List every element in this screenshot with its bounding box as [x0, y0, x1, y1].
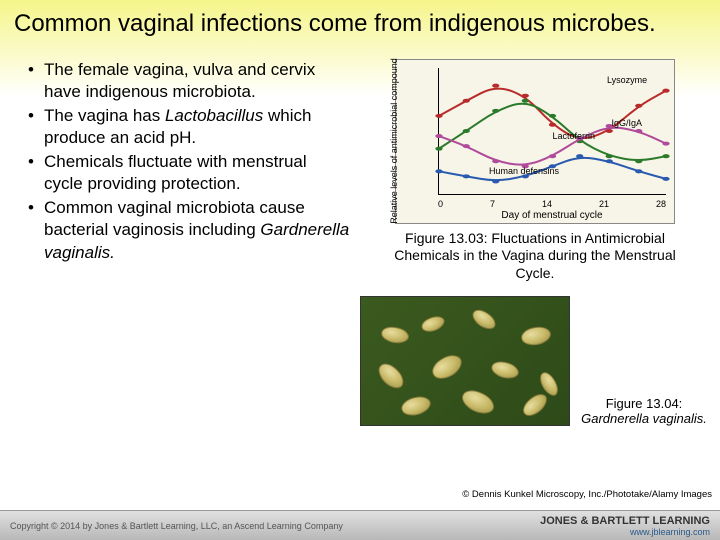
bullet-item: The vagina has Lactobacillus which produ… [28, 105, 350, 149]
chart-area: Lysozyme IgG/IgA Lactoferrin Human defensin… [438, 68, 666, 195]
content-row: The female vagina, vulva and cervix have… [0, 39, 720, 427]
footer-brand: JONES & BARTLETT LEARNING [540, 515, 710, 527]
figure-column: Relative levels of antimicrobial compoun… [360, 59, 710, 427]
bacterium [428, 351, 466, 384]
footer-bar: Copyright © 2014 by Jones & Bartlett Lea… [0, 510, 720, 540]
footer-right: JONES & BARTLETT LEARNING www.jblearning… [540, 515, 710, 537]
figure-2-caption: Figure 13.04: Gardnerella vaginalis. [578, 396, 710, 426]
xtick: 21 [599, 199, 609, 209]
figure-1-caption: Figure 13.03: Fluctuations in Antimicrob… [390, 230, 680, 283]
slide-title: Common vaginal infections come from indi… [0, 0, 720, 39]
bullet-item: The female vagina, vulva and cervix have… [28, 59, 350, 103]
bacterium [519, 390, 551, 420]
image-credit: © Dennis Kunkel Microscopy, Inc./Photota… [462, 489, 712, 500]
legend-lysozyme: Lysozyme [607, 75, 647, 85]
line-chart: Relative levels of antimicrobial compoun… [395, 59, 675, 224]
microscopy-image [360, 296, 570, 426]
xtick: 0 [438, 199, 443, 209]
bacterium [469, 306, 499, 333]
bullet-column: The female vagina, vulva and cervix have… [10, 59, 360, 427]
xtick: 14 [542, 199, 552, 209]
bullet-list: The female vagina, vulva and cervix have… [10, 59, 350, 264]
legend-lactoferrin: Lactoferrin [553, 131, 596, 141]
legend-human-defensins: Human defensins [489, 166, 559, 176]
bacterium [374, 359, 408, 393]
footer-copyright: Copyright © 2014 by Jones & Bartlett Lea… [10, 521, 343, 531]
legend-igg-iga: IgG/IgA [612, 118, 643, 128]
xtick: 28 [656, 199, 666, 209]
bacterium [458, 386, 497, 418]
chart-xticks: 0 7 14 21 28 [438, 199, 666, 209]
bacterium [419, 314, 446, 335]
chart-xlabel: Day of menstrual cycle [438, 210, 666, 221]
bullet-item: Chemicals fluctuate with menstrual cycle… [28, 151, 350, 195]
bacterium [399, 394, 433, 419]
footer-url: www.jblearning.com [630, 527, 710, 537]
figure-2-row: Figure 13.04: Gardnerella vaginalis. [360, 296, 710, 426]
bacterium [489, 359, 520, 382]
bacterium [520, 325, 553, 348]
bullet-item: Common vaginal microbiota cause bacteria… [28, 197, 350, 263]
xtick: 7 [490, 199, 495, 209]
bacterium [380, 325, 410, 346]
